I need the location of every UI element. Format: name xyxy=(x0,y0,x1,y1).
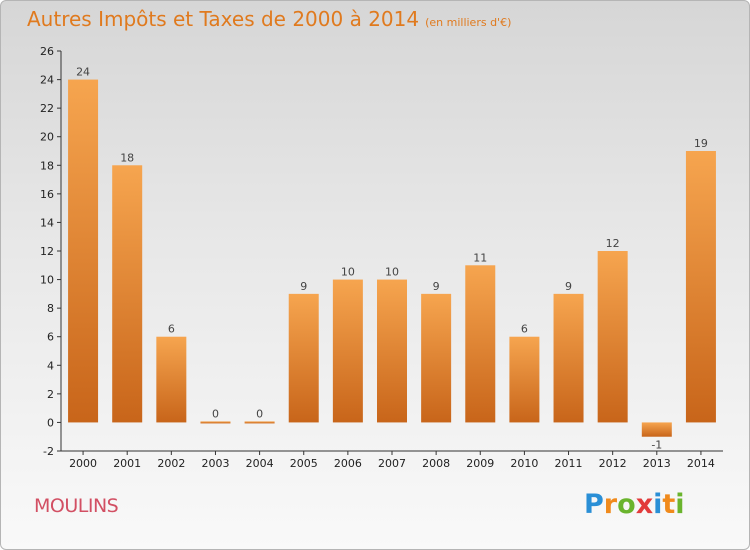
x-tick-label-2007: 2007 xyxy=(378,457,406,470)
data-label-2003: 0 xyxy=(212,407,219,420)
x-tick-label-2014: 2014 xyxy=(687,457,715,470)
x-tick-label-2011: 2011 xyxy=(555,457,583,470)
x-tick-label-2010: 2010 xyxy=(510,457,538,470)
logo-letter: i xyxy=(675,489,685,520)
x-tick-label-2003: 2003 xyxy=(201,457,229,470)
bar-2012 xyxy=(597,251,628,423)
bar-2003 xyxy=(200,421,231,424)
bar-2010 xyxy=(509,336,540,423)
y-tick-label: 26 xyxy=(40,45,54,58)
logo-letter: r xyxy=(603,489,618,520)
data-label-2010: 6 xyxy=(521,323,528,336)
y-tick-label: 0 xyxy=(47,416,54,429)
x-tick-label-2004: 2004 xyxy=(246,457,274,470)
data-label-2014: 19 xyxy=(694,137,708,150)
bar-2011 xyxy=(553,293,584,423)
chart-subtitle: (en milliers d'€) xyxy=(425,16,512,29)
y-tick-label: 24 xyxy=(40,74,54,87)
data-label-2007: 10 xyxy=(385,266,399,279)
data-label-2013: -1 xyxy=(651,439,662,452)
y-tick-label: 4 xyxy=(47,359,54,372)
y-tick-label: 14 xyxy=(40,216,54,229)
data-label-2012: 12 xyxy=(606,237,620,250)
chart-title-text: Autres Impôts et Taxes de 2000 à 2014 xyxy=(27,7,420,31)
y-tick-label: 12 xyxy=(40,245,54,258)
x-tick-label-2001: 2001 xyxy=(113,457,141,470)
chart-title: Autres Impôts et Taxes de 2000 à 2014 (en… xyxy=(27,7,511,31)
y-tick-label: 16 xyxy=(40,188,54,201)
bars xyxy=(68,79,716,437)
x-tick-label-2012: 2012 xyxy=(599,457,627,470)
bar-2007 xyxy=(377,279,407,423)
logo-letter: x xyxy=(635,489,654,520)
bar-2002 xyxy=(156,336,187,423)
data-label-2008: 9 xyxy=(433,280,440,293)
logo-letter: P xyxy=(584,489,604,520)
bar-2005 xyxy=(288,293,319,423)
x-tick-label-2013: 2013 xyxy=(643,457,671,470)
bar-2004 xyxy=(244,421,275,424)
commune-name: MOULINS xyxy=(34,495,119,517)
proxiti-logo: Proxiti xyxy=(584,489,685,520)
data-label-2004: 0 xyxy=(256,407,263,420)
x-tick-label-2005: 2005 xyxy=(290,457,318,470)
y-tick-label: 22 xyxy=(40,102,54,115)
y-tick-label: 10 xyxy=(40,274,54,287)
data-label-2011: 9 xyxy=(565,280,572,293)
data-label-2005: 9 xyxy=(300,280,307,293)
bar-2009 xyxy=(465,265,496,423)
bar-2008 xyxy=(421,293,452,423)
bar-2014 xyxy=(685,151,716,423)
y-tick-label: 18 xyxy=(40,159,54,172)
x-tick-label-2002: 2002 xyxy=(157,457,185,470)
y-tick-label: 2 xyxy=(47,388,54,401)
logo-letter: o xyxy=(617,489,636,520)
y-tick-label: 8 xyxy=(47,302,54,315)
bar-2006 xyxy=(332,279,363,423)
data-label-2002: 6 xyxy=(168,323,175,336)
x-tick-label-2006: 2006 xyxy=(334,457,362,470)
data-label-2006: 10 xyxy=(341,266,355,279)
y-tick-label: 6 xyxy=(47,331,54,344)
data-label-2009: 11 xyxy=(473,251,487,264)
logo-letter: t xyxy=(662,489,676,520)
bar-2013 xyxy=(641,422,672,437)
data-label-2000: 24 xyxy=(76,66,90,79)
logo-letter: i xyxy=(653,489,663,520)
labels: 24 18 6 0 0 9 10 10 9 11 6 9 12 -1 19 xyxy=(76,66,708,452)
y-tick-label: 20 xyxy=(40,131,54,144)
x-tick-label-2009: 2009 xyxy=(466,457,494,470)
bar-2000 xyxy=(68,79,99,423)
bar-2001 xyxy=(112,165,143,423)
data-label-2001: 18 xyxy=(120,151,134,164)
x-tick-label-2000: 2000 xyxy=(69,457,97,470)
x-tick-label-2008: 2008 xyxy=(422,457,450,470)
y-tick-label: -2 xyxy=(43,445,54,458)
